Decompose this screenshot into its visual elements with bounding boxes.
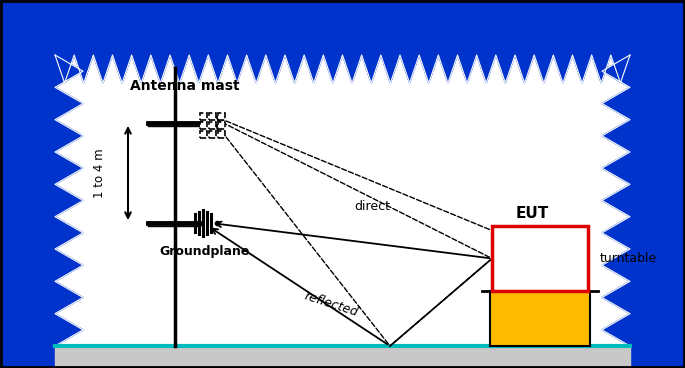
Text: Antenna mast: Antenna mast [130, 79, 240, 93]
Bar [492, 226, 588, 291]
Bar [200, 113, 207, 120]
Bar [200, 131, 207, 138]
Polygon shape [0, 55, 83, 346]
Polygon shape [55, 346, 630, 368]
Polygon shape [55, 0, 630, 83]
Text: turntable: turntable [600, 252, 657, 265]
Polygon shape [0, 55, 55, 368]
Polygon shape [0, 0, 685, 55]
Bar [209, 113, 216, 120]
Text: EUT: EUT [515, 206, 549, 221]
Bar [218, 122, 225, 129]
Text: reflected: reflected [303, 290, 360, 319]
Bar [209, 131, 216, 138]
Bar [218, 131, 225, 138]
Bar [200, 122, 207, 129]
Text: 1 to 4 m: 1 to 4 m [93, 148, 106, 198]
Polygon shape [630, 55, 685, 368]
Text: direct: direct [355, 200, 390, 213]
Bar [209, 122, 216, 129]
Text: Groundplane: Groundplane [160, 245, 250, 258]
Bar [218, 113, 225, 120]
Polygon shape [602, 55, 685, 346]
Bar [490, 291, 590, 346]
